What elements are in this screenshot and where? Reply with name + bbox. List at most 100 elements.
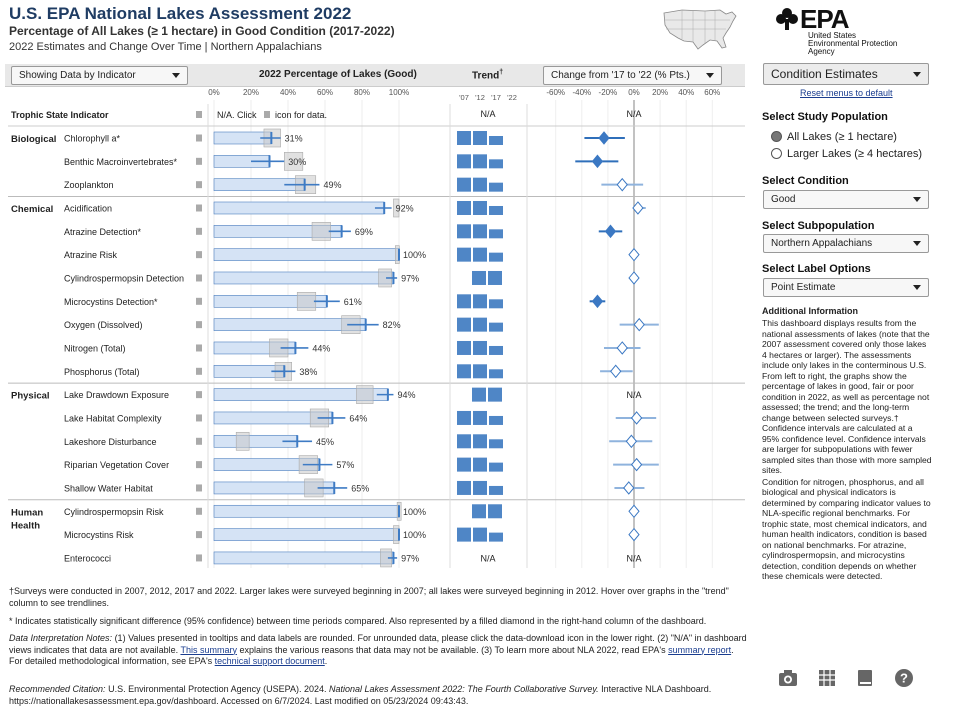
trend-bar bbox=[473, 224, 487, 239]
significant-diamond bbox=[591, 294, 604, 309]
trend-bar bbox=[489, 415, 503, 425]
trend-bar bbox=[489, 485, 503, 495]
trend-bar bbox=[473, 410, 487, 425]
summary-link[interactable]: This summary bbox=[180, 644, 237, 655]
change-axis-tick: 60% bbox=[704, 88, 720, 97]
value-bar bbox=[213, 528, 400, 541]
radio-larger-lakes[interactable]: Larger Lakes (≥ 4 hectares) bbox=[771, 148, 922, 160]
radio-all-lakes[interactable]: All Lakes (≥ 1 hectare) bbox=[771, 131, 897, 143]
trend-bar bbox=[488, 504, 502, 519]
value-label: 31% bbox=[285, 134, 303, 144]
indicator-label: Microcystins Risk bbox=[64, 530, 134, 540]
epa-logo-text: EPA bbox=[800, 4, 850, 34]
chevron-down-icon bbox=[913, 241, 921, 246]
chevron-down-icon bbox=[913, 285, 921, 290]
pct-column-header: 2022 Percentage of Lakes (Good) bbox=[259, 69, 417, 80]
indicator-label: Chlorophyll a* bbox=[64, 134, 121, 144]
trend-bar bbox=[473, 177, 487, 192]
group-label: Chemical bbox=[11, 204, 53, 215]
value-label: 94% bbox=[397, 390, 415, 400]
pct-axis-tick: 60% bbox=[317, 88, 333, 97]
citation-title: National Lakes Assessment 2022: The Four… bbox=[329, 684, 599, 694]
subpopulation-value: Northern Appalachians bbox=[771, 238, 873, 249]
change-diamond bbox=[616, 177, 628, 192]
change-na-text: N/A bbox=[626, 390, 641, 400]
condition-estimates-dropdown[interactable]: Condition Estimates bbox=[763, 63, 929, 85]
indicator-label: Riparian Vegetation Cover bbox=[64, 460, 169, 470]
agency-line-1: United States bbox=[808, 31, 857, 40]
pct-axis-tick: 100% bbox=[389, 88, 409, 97]
trend-bar bbox=[473, 480, 487, 495]
value-label: 45% bbox=[316, 437, 334, 447]
trend-bar bbox=[457, 247, 471, 262]
subpopulation-dropdown[interactable]: Northern Appalachians bbox=[763, 234, 929, 253]
trend-year-label: '07 bbox=[459, 93, 469, 102]
pct-axis-tick: 40% bbox=[280, 88, 296, 97]
indicator-label: Shallow Water Habitat bbox=[64, 483, 153, 493]
trend-bar bbox=[457, 317, 471, 332]
pct-axis-tick: 20% bbox=[243, 88, 259, 97]
indicator-label: Lake Habitat Complexity bbox=[64, 413, 162, 423]
change-period-label: Change from '17 to '22 (% Pts.) bbox=[551, 70, 690, 81]
trend-bar bbox=[472, 504, 486, 519]
trend-bar bbox=[489, 252, 503, 262]
us-map-icon[interactable] bbox=[660, 5, 740, 51]
value-label: 64% bbox=[349, 413, 367, 423]
value-label: 57% bbox=[336, 460, 354, 470]
value-label: 97% bbox=[401, 553, 419, 563]
change-axis-tick: -60% bbox=[546, 88, 565, 97]
change-diamond bbox=[628, 271, 640, 285]
svg-text:?: ? bbox=[900, 671, 908, 686]
trend-bar bbox=[472, 270, 486, 285]
value-label: 82% bbox=[383, 320, 401, 330]
reset-menus-link[interactable]: Reset menus to default bbox=[800, 88, 893, 98]
trend-year-label: '12 bbox=[475, 93, 485, 102]
trend-na-text: N/A bbox=[480, 109, 495, 119]
table-icon[interactable] bbox=[818, 669, 836, 687]
value-bar bbox=[213, 271, 394, 285]
trophic-state-label: Trophic State Indicator bbox=[11, 110, 109, 120]
change-period-dropdown[interactable]: Change from '17 to '22 (% Pts.) bbox=[543, 66, 722, 85]
label-options-title: Select Label Options bbox=[762, 263, 871, 275]
trend-bar bbox=[457, 527, 471, 542]
trend-bar bbox=[488, 387, 502, 402]
additional-info-title: Additional Information bbox=[762, 306, 858, 316]
book-icon[interactable] bbox=[857, 669, 873, 687]
indicator-label: Atrazine Risk bbox=[64, 250, 118, 260]
summary-report-link[interactable]: summary report bbox=[668, 644, 732, 655]
study-population-title: Select Study Population bbox=[762, 111, 888, 123]
prev-estimate-box bbox=[393, 198, 400, 218]
help-icon[interactable]: ? bbox=[894, 668, 914, 688]
trend-bar bbox=[473, 364, 487, 379]
trend-bar bbox=[473, 247, 487, 262]
label-options-dropdown[interactable]: Point Estimate bbox=[763, 278, 929, 297]
download-icon bbox=[196, 554, 202, 562]
significant-diamond bbox=[598, 131, 610, 145]
prev-estimate-box bbox=[235, 431, 250, 451]
footnote-significance: * Indicates statistically significant di… bbox=[9, 616, 707, 626]
change-diamond bbox=[628, 504, 640, 519]
group-label: Health bbox=[11, 520, 40, 531]
trend-column-header: Trend† bbox=[472, 69, 503, 81]
trophic-na-text-1: N/A. Click bbox=[217, 110, 257, 120]
trend-bar bbox=[473, 434, 487, 449]
condition-dropdown[interactable]: Good bbox=[763, 190, 929, 209]
download-icon bbox=[196, 297, 202, 305]
change-axis-tick: -20% bbox=[599, 88, 618, 97]
condition-estimates-label: Condition Estimates bbox=[771, 67, 878, 81]
change-diamond bbox=[616, 341, 628, 355]
notes-text-c: . For detailed methodological informatio… bbox=[9, 644, 734, 667]
technical-support-link[interactable]: technical support document bbox=[214, 656, 325, 666]
view-by-dropdown[interactable]: Showing Data by Indicator bbox=[11, 66, 188, 85]
trend-bar bbox=[489, 299, 503, 309]
download-icon bbox=[196, 531, 202, 539]
trend-bar bbox=[473, 131, 487, 145]
trend-bar bbox=[473, 527, 487, 542]
trend-bar bbox=[489, 182, 503, 192]
radio-all-lakes-label: All Lakes (≥ 1 hectare) bbox=[787, 131, 897, 143]
camera-icon[interactable] bbox=[778, 669, 798, 687]
dagger-mark: † bbox=[499, 69, 504, 76]
footnote-citation: Recommended Citation: U.S. Environmental… bbox=[9, 684, 749, 707]
view-by-label: Showing Data by Indicator bbox=[19, 70, 136, 81]
indicator-label: Benthic Macroinvertebrates* bbox=[64, 157, 178, 167]
